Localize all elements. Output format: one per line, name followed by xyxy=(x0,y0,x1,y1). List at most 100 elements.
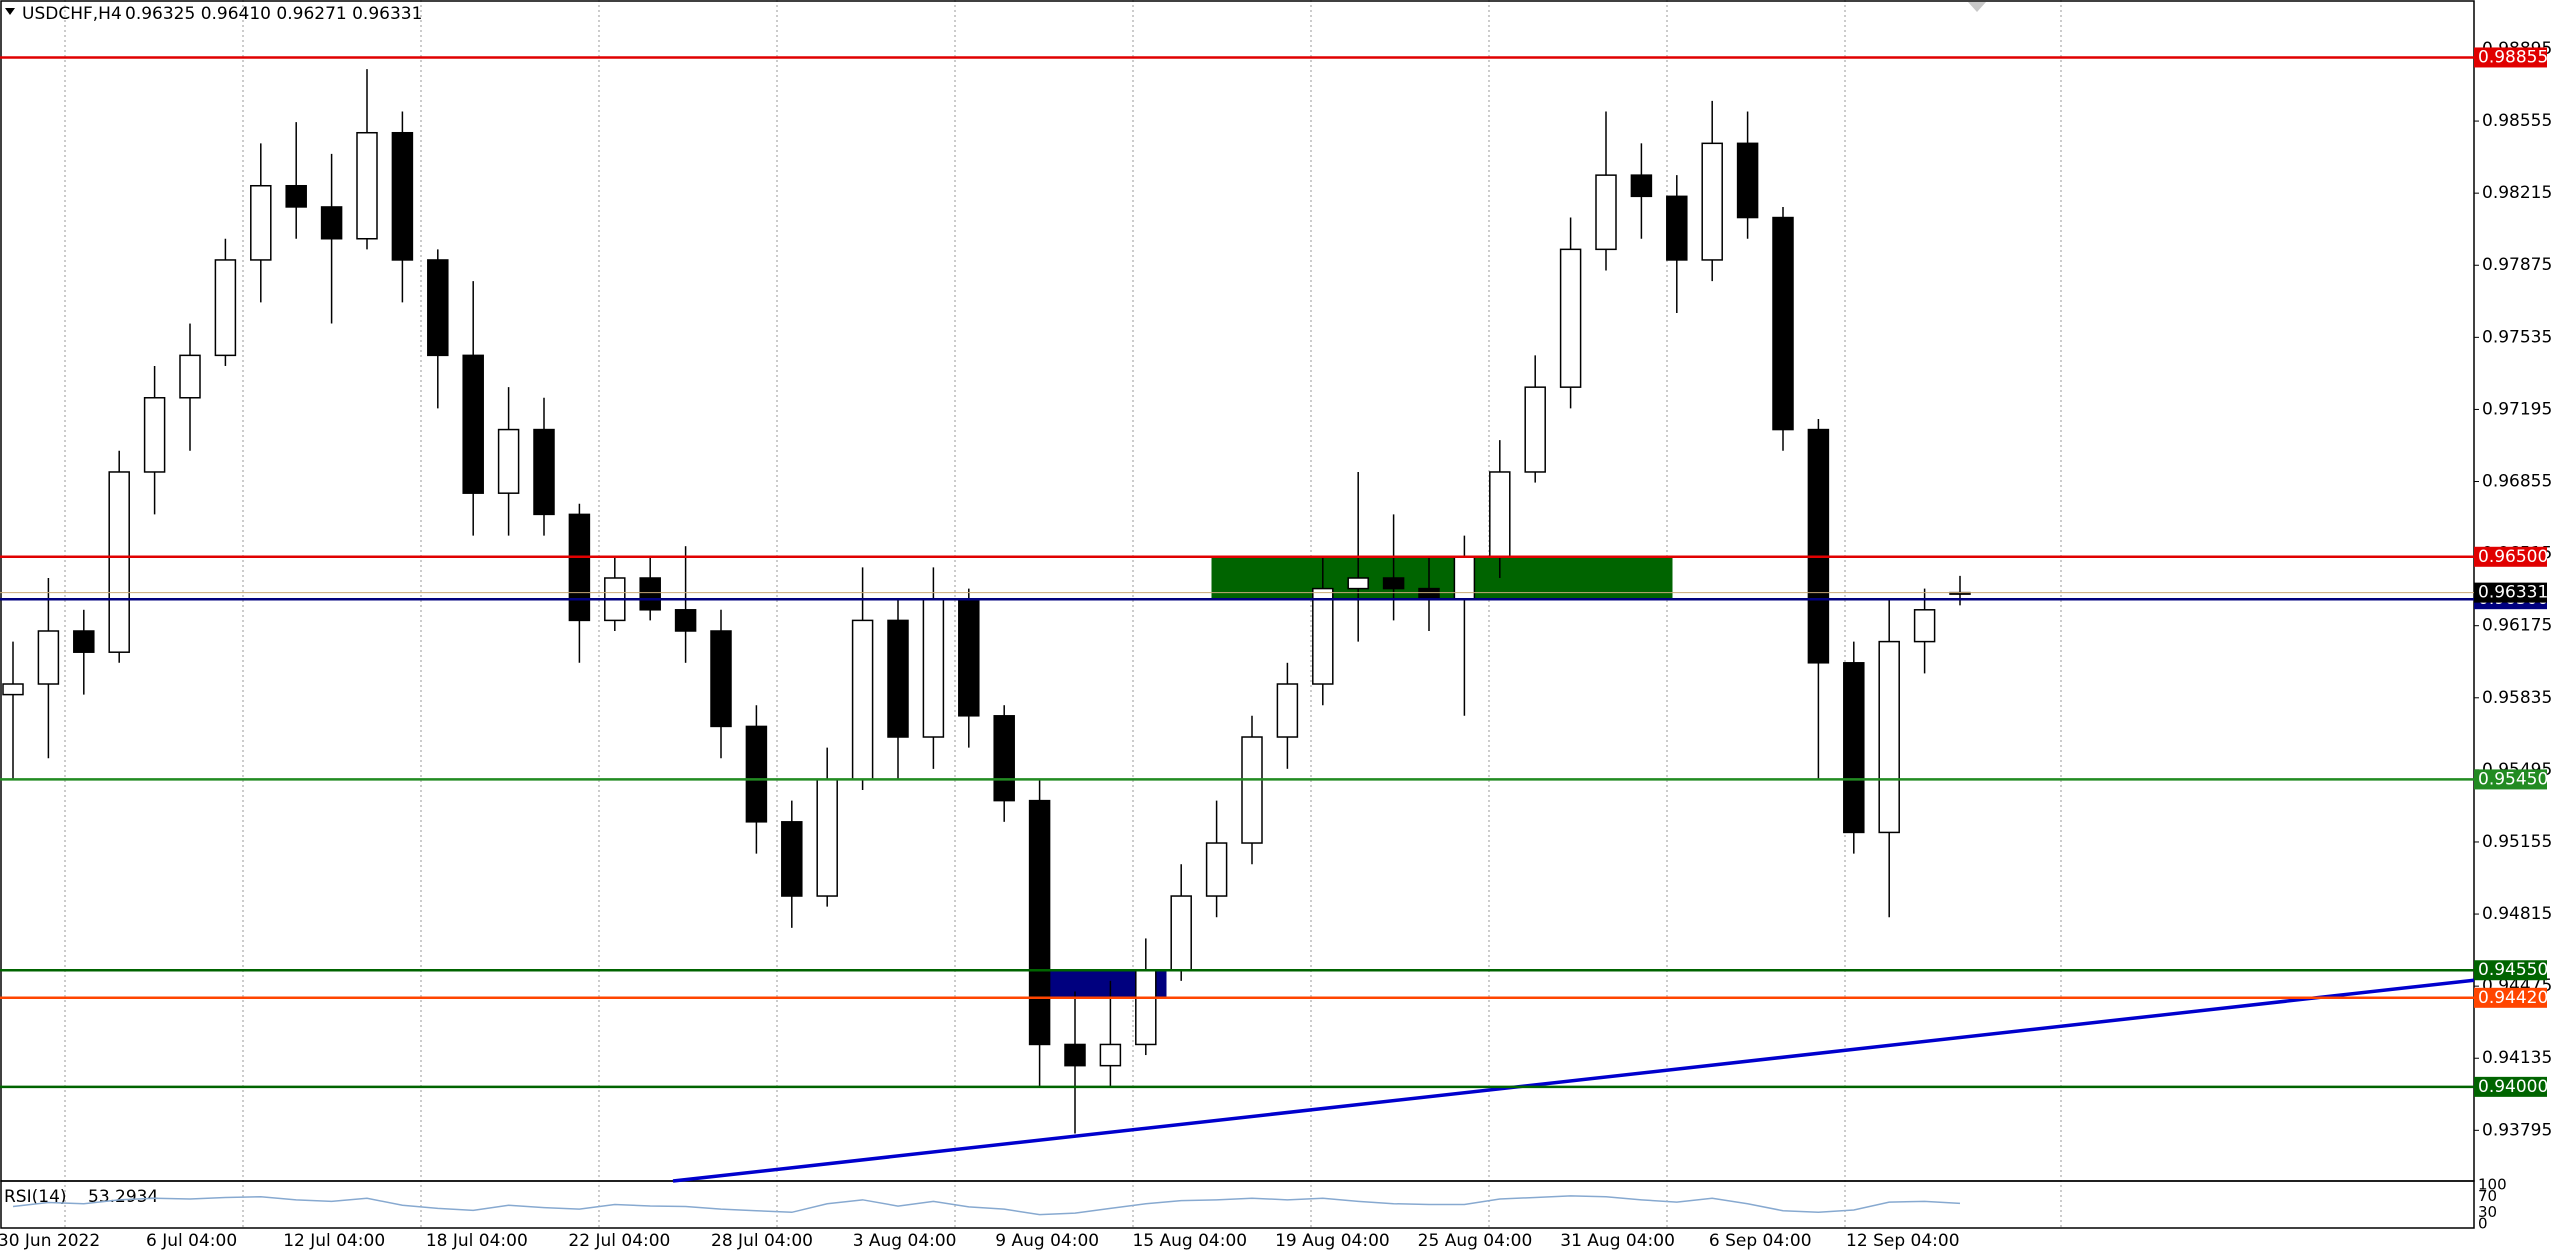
level-label-bg xyxy=(2474,987,2547,1008)
candle-body xyxy=(710,630,732,728)
candle-body xyxy=(1241,736,1263,844)
candle-body xyxy=(1099,1043,1122,1067)
candle-body xyxy=(1170,895,1192,971)
candle-body xyxy=(1064,1043,1086,1067)
candle-body xyxy=(1524,386,1546,473)
candle-body xyxy=(1028,799,1051,1046)
x-tick-label: 6 Jul 04:00 xyxy=(146,1231,237,1251)
candle-body xyxy=(497,428,520,494)
candle-body xyxy=(2,683,24,696)
quote: 0.96325 0.96410 0.96271 0.96331 xyxy=(125,4,422,24)
y-tick-label: 0.94815 xyxy=(2482,904,2552,924)
candle-body xyxy=(108,471,130,653)
x-tick-label: 15 Aug 04:00 xyxy=(1132,1231,1247,1251)
scroll-marker xyxy=(1968,2,1986,12)
candle-body xyxy=(1913,609,1936,643)
y-tick-label: 0.98555 xyxy=(2482,111,2552,131)
x-tick-label: 19 Aug 04:00 xyxy=(1275,1231,1390,1251)
y-tick-label: 0.95835 xyxy=(2482,688,2552,708)
rsi-tick-label: 0 xyxy=(2478,1215,2488,1233)
candle-body xyxy=(391,131,414,261)
current-price-label: 0.96331 xyxy=(2478,583,2548,603)
y-tick-label: 0.96855 xyxy=(2482,472,2552,492)
candle-body xyxy=(1276,683,1299,738)
rsi-panel-frame xyxy=(0,1180,2475,1229)
level-label: 0.98855 xyxy=(2478,47,2548,67)
x-tick-label: 25 Aug 04:00 xyxy=(1418,1231,1533,1251)
candle-body xyxy=(639,577,661,611)
y-tick-label: 0.94135 xyxy=(2482,1048,2552,1068)
candle-body xyxy=(674,609,697,632)
candle-body xyxy=(143,397,166,473)
menu-arrow[interactable] xyxy=(5,8,15,15)
x-tick-label: 12 Sep 04:00 xyxy=(1846,1231,1959,1251)
candle-body xyxy=(1807,428,1830,664)
level-label: 0.94420 xyxy=(2478,988,2548,1008)
x-tick-label: 9 Aug 04:00 xyxy=(995,1231,1099,1251)
y-tick-label: 0.97195 xyxy=(2482,399,2552,419)
candle-body xyxy=(993,715,1015,802)
level-label: 0.94000 xyxy=(2478,1077,2548,1097)
candle-body xyxy=(922,598,945,738)
rsi-tick-label: 100 xyxy=(2478,1176,2507,1194)
x-tick-label: 12 Jul 04:00 xyxy=(283,1231,385,1251)
candle-body xyxy=(958,598,980,717)
level-label: 0.94550 xyxy=(2478,960,2548,980)
y-tick-label: 0.96175 xyxy=(2482,616,2552,636)
candle-body xyxy=(851,619,874,781)
candle-body xyxy=(1382,577,1405,590)
x-tick-label: 6 Sep 04:00 xyxy=(1709,1231,1812,1251)
y-tick-label: 0.93795 xyxy=(2482,1120,2552,1140)
rsi-line xyxy=(12,1195,1961,1216)
candle-body xyxy=(462,354,484,494)
x-tick-label: 3 Aug 04:00 xyxy=(853,1231,957,1251)
level-label-bg xyxy=(2474,546,2547,567)
candle-body xyxy=(1843,662,1865,834)
current-price-bg xyxy=(2474,582,2547,603)
candle-body xyxy=(1878,640,1900,834)
candle-body xyxy=(1736,142,1759,219)
candle-body xyxy=(1559,248,1582,388)
x-tick-label: 18 Jul 04:00 xyxy=(426,1231,528,1251)
candle-body xyxy=(781,821,803,897)
trendline xyxy=(672,978,2475,1183)
candle-body xyxy=(568,513,591,622)
candle-body xyxy=(745,725,768,823)
candle-body xyxy=(1205,842,1228,897)
y-tick-label: 0.95155 xyxy=(2482,832,2552,852)
candle-body xyxy=(1312,587,1334,685)
candle-body xyxy=(816,778,838,897)
candle-body xyxy=(427,259,449,357)
candle-body xyxy=(1630,174,1653,198)
rsi-current: 53.2934 xyxy=(88,1187,158,1207)
level-label: 0.96500 xyxy=(2478,547,2548,567)
candle-body xyxy=(356,131,378,240)
candle-body xyxy=(73,630,95,653)
level-label: 0.95450 xyxy=(2478,769,2548,789)
candle-body xyxy=(1772,216,1794,431)
candle-body xyxy=(1666,195,1688,261)
x-tick-label: 28 Jul 04:00 xyxy=(711,1231,813,1251)
rsi-tick-label: 70 xyxy=(2478,1187,2497,1205)
candle-body xyxy=(1701,142,1723,261)
level-label-bg xyxy=(2474,47,2547,68)
candle-body xyxy=(887,619,909,738)
candle-body xyxy=(1595,174,1617,251)
candle-body xyxy=(320,206,343,240)
candle-body xyxy=(179,354,201,399)
candle-body xyxy=(1418,587,1440,600)
level-label-bg xyxy=(2474,769,2547,790)
rsi-tick-label: 30 xyxy=(2478,1203,2497,1221)
y-tick-label: 0.97875 xyxy=(2482,255,2552,275)
candle-body xyxy=(533,428,555,516)
y-tick-label: 0.98215 xyxy=(2482,183,2552,203)
candle-body xyxy=(285,184,307,208)
candle-body xyxy=(214,259,237,357)
candle-body xyxy=(37,630,60,685)
x-tick-label: 30 Jun 2022 xyxy=(0,1231,100,1251)
symbol-title: USDCHF,H4 xyxy=(22,4,122,24)
level-label-bg xyxy=(2474,960,2547,981)
candle-body xyxy=(1489,471,1511,558)
